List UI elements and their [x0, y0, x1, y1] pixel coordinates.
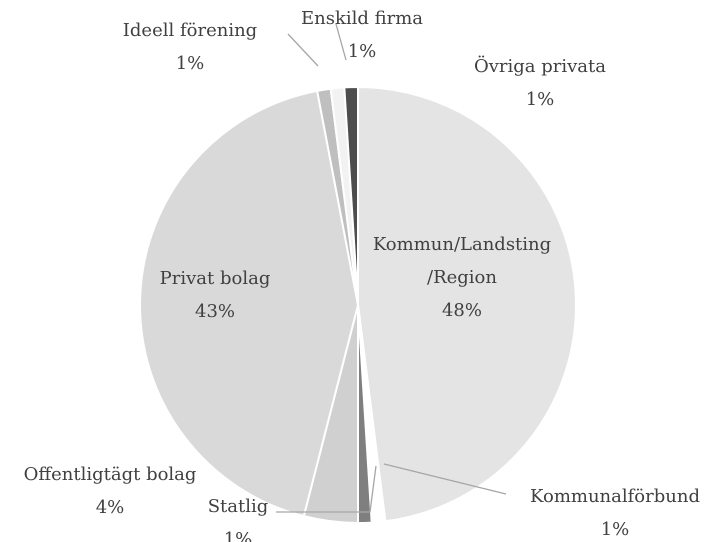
percent-label: 1%: [347, 41, 377, 62]
pie-slice: [357, 85, 577, 523]
percent-label: 4%: [95, 497, 125, 518]
pie-slice: [139, 89, 360, 518]
category-name: Övriga privata: [473, 56, 607, 77]
percent-label: 43%: [194, 301, 236, 322]
slice-label: Ideell förening 1%: [123, 14, 257, 80]
slice-label: Övriga privata 1%: [474, 50, 606, 116]
category-name: Kommun/Landsting /Region: [372, 234, 552, 288]
leader-line: [276, 465, 377, 513]
slice-label: Enskild firma 1%: [301, 2, 423, 68]
percent-label: 48%: [441, 300, 482, 321]
slice-label: Privat bolag 43%: [160, 262, 271, 328]
category-name: Privat bolag: [159, 268, 271, 289]
pie-slice: [343, 85, 359, 306]
slice-label: Kommunalförbund 1%: [530, 480, 700, 542]
category-name: Enskild firma: [300, 8, 424, 29]
category-name: Offentligtägt bolag: [23, 464, 197, 485]
percent-label: 1%: [175, 53, 205, 74]
slice-label: Kommun/Landsting /Region 48%: [362, 228, 562, 327]
category-name: Ideell förening: [122, 20, 258, 41]
slice-label: Statlig 1%: [208, 490, 269, 542]
leader-line: [383, 463, 507, 495]
leader-line: [287, 33, 319, 67]
percent-label: 1%: [223, 529, 253, 542]
slice-label: Offentligtägt bolag 4%: [24, 458, 197, 524]
percent-label: 1%: [600, 519, 630, 540]
leader-lines: [276, 23, 507, 513]
category-name: Statlig: [207, 496, 269, 517]
percent-label: 1%: [525, 89, 555, 110]
category-name: Kommunalförbund: [530, 486, 700, 507]
leader-line: [335, 23, 347, 61]
